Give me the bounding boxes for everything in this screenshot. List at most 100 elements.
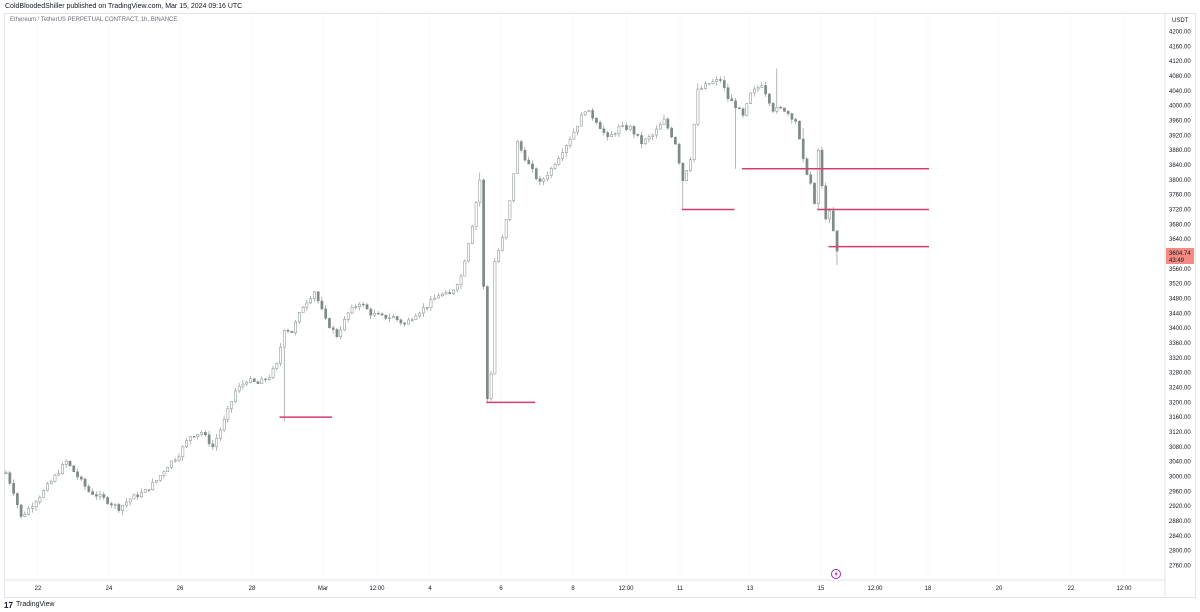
candle: [576, 125, 579, 136]
candle: [816, 148, 820, 210]
candle-body: [595, 117, 598, 123]
candle-body: [459, 275, 463, 285]
publish-line: ColdBloodedShiller published on TradingV…: [5, 3, 243, 10]
time-axis[interactable]: 22 24 26 28 Mar 12:00 4 6 8 12:00 11 13 15 12:00 18 20 2…: [35, 586, 1133, 592]
candle-body: [282, 330, 286, 348]
candle: [79, 475, 83, 482]
candle-body: [508, 200, 512, 220]
candle-body: [407, 319, 410, 325]
candle-body: [692, 123, 696, 160]
symbol-line: Ethereum / TetherUS PERPETUAL CONTRACT, …: [10, 17, 178, 23]
price-tick-label: 3360.00: [1169, 341, 1191, 347]
candle: [531, 160, 534, 173]
candle: [53, 473, 57, 483]
time-tick-label: 26: [177, 586, 184, 592]
candle-body: [828, 210, 831, 220]
candle: [241, 380, 245, 390]
candle-body: [200, 432, 203, 435]
candle: [730, 94, 734, 102]
logo-mark: 17: [4, 601, 13, 610]
candle-body: [606, 132, 610, 137]
candle-body: [561, 152, 564, 159]
candle-body: [234, 390, 237, 402]
candle: [553, 162, 557, 170]
candle-body: [87, 486, 91, 492]
price-tick-label: 3120.00: [1169, 430, 1191, 436]
candle: [320, 296, 324, 311]
candle: [602, 125, 606, 136]
candle: [57, 469, 61, 477]
candle: [335, 327, 339, 339]
candle-body: [83, 478, 87, 487]
candle-body: [568, 138, 572, 146]
candle: [798, 120, 801, 140]
candle-body: [598, 122, 602, 130]
price-tick-label: 3880.00: [1169, 148, 1191, 154]
candle: [339, 325, 343, 340]
candle-body: [734, 100, 737, 109]
candle: [249, 375, 252, 384]
candle: [252, 378, 256, 383]
candle: [31, 502, 34, 513]
candle: [313, 290, 316, 302]
candle-body: [245, 382, 249, 385]
candle: [749, 92, 752, 105]
lightning-circle-icon[interactable]: [831, 569, 841, 579]
candle: [643, 137, 647, 146]
candle: [813, 182, 816, 205]
candle-body: [373, 313, 376, 316]
candle-body: [643, 138, 647, 144]
candle: [309, 296, 313, 305]
candle: [711, 78, 715, 85]
candle-body: [34, 501, 38, 507]
time-tick-label: 12:00: [1116, 586, 1132, 592]
candle: [429, 295, 433, 311]
candle: [49, 479, 53, 485]
candle: [719, 76, 722, 84]
time-tick-label: 13: [747, 586, 754, 592]
candle: [741, 107, 745, 119]
candle-body: [316, 291, 320, 302]
candle: [34, 499, 38, 511]
candle: [358, 302, 361, 311]
candle: [700, 85, 704, 90]
candle: [94, 491, 98, 501]
candle: [486, 285, 489, 403]
candle-body: [783, 107, 786, 112]
countdown-label: 43:49: [1169, 258, 1185, 264]
candle-body: [651, 134, 655, 137]
candle: [346, 312, 350, 323]
candle-body: [275, 363, 279, 369]
candle-body: [674, 136, 677, 145]
candle-body: [775, 107, 779, 112]
candle: [516, 140, 519, 174]
candle-body: [31, 506, 34, 509]
candle-body: [497, 250, 501, 262]
price-tick-label: 3280.00: [1169, 371, 1191, 377]
candle: [211, 439, 215, 450]
candle: [568, 135, 572, 149]
candle-body: [388, 317, 391, 319]
candle-body: [215, 438, 219, 448]
candle-body: [309, 298, 313, 304]
tradingview-logo[interactable]: 17 TradingView: [4, 600, 124, 610]
candle: [76, 468, 79, 480]
candle-body: [418, 312, 422, 317]
candle-body: [188, 436, 192, 442]
candle-body: [207, 434, 211, 445]
candle-body: [267, 377, 271, 380]
candle: [286, 328, 290, 334]
candle-body: [685, 170, 689, 181]
candle: [756, 84, 760, 93]
candle-body: [422, 307, 425, 314]
price-axis[interactable]: 4200.00 4160.00 4120.00 4080.00 4040.00 4000.…: [1169, 30, 1191, 570]
candle: [828, 208, 831, 224]
candle: [587, 110, 591, 113]
candle: [46, 481, 49, 492]
candle: [805, 156, 809, 176]
candle: [181, 445, 185, 461]
price-tick-label: 3920.00: [1169, 133, 1191, 139]
candle-body: [170, 460, 173, 468]
footer-bar: 17 TradingView: [0, 598, 1200, 612]
